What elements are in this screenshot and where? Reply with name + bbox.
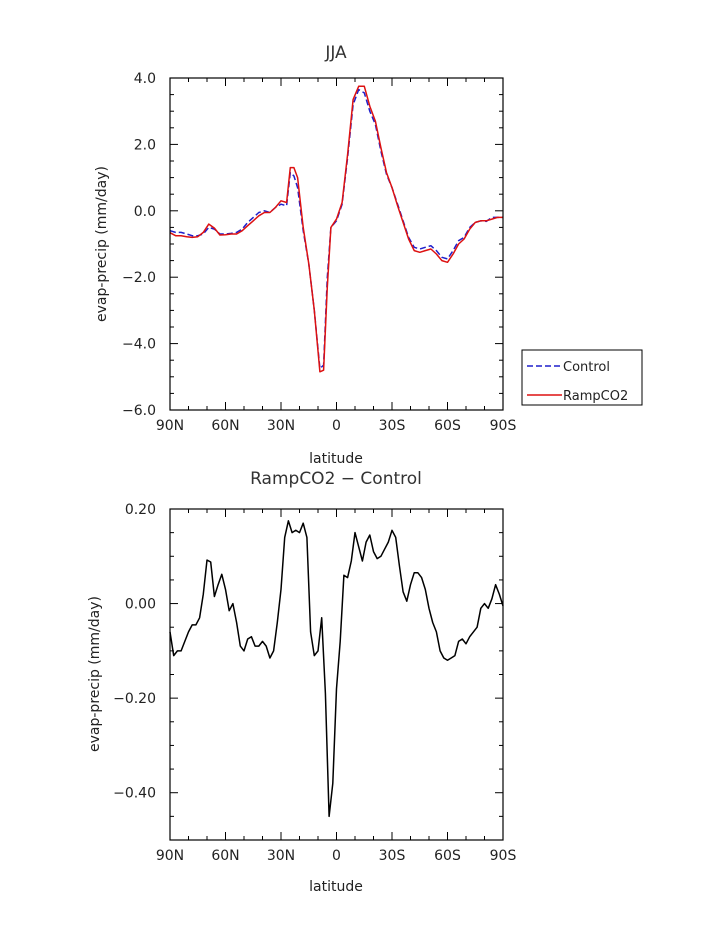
x-tick-label: 0 xyxy=(332,418,341,434)
bottom-chart-frame xyxy=(169,508,504,841)
bottom-chart: RampCO2 − Control 90N 60N 30N 0 30S 60S 90S 0.2… xyxy=(87,469,516,895)
difference-line xyxy=(169,520,504,818)
y-tick-label: 0.20 xyxy=(125,502,156,518)
x-tick-label: 60S xyxy=(434,848,461,864)
y-tick-label: 2.0 xyxy=(134,137,156,153)
x-tick-label: 30S xyxy=(379,418,406,434)
x-axis-label: latitude xyxy=(309,879,363,895)
legend: Control RampCO2 xyxy=(521,349,643,406)
top-chart-series xyxy=(169,85,503,373)
x-tick-label: 60N xyxy=(211,848,239,864)
x-tick-label: 90N xyxy=(156,418,184,434)
y-tick-label: 4.0 xyxy=(134,71,156,87)
bottom-chart-ticks: 90N 60N 30N 0 30S 60S 90S 0.20 0.00 −0.20 −0.40 xyxy=(113,502,516,864)
top-chart-ticks: 90N 60N 30N 0 30S 60S 90S 4.0 2.0 0.0 −2.0 −4.0 −6.0 xyxy=(122,71,516,434)
y-tick-label: −2.0 xyxy=(122,270,156,286)
legend-label-rampco2: RampCO2 xyxy=(563,389,628,404)
y-tick-label: −4.0 xyxy=(122,337,156,353)
y-axis-label: evap-precip (mm/day) xyxy=(94,166,110,322)
chart-title: JJA xyxy=(324,43,347,63)
x-tick-label: 30S xyxy=(379,848,406,864)
x-tick-label: 60S xyxy=(434,418,461,434)
y-tick-label: 0.00 xyxy=(125,597,156,613)
y-tick-label: −0.20 xyxy=(113,691,156,707)
top-chart: JJA 90N 60N 30N 0 30S 60S 90S 4.0 2.0 0.0 −2.0 −4.0… xyxy=(94,43,643,467)
chart-title: RampCO2 − Control xyxy=(250,469,422,489)
x-tick-label: 30N xyxy=(267,418,295,434)
y-tick-label: 0.0 xyxy=(134,204,156,220)
x-tick-label: 90S xyxy=(490,848,517,864)
bottom-chart-series xyxy=(169,520,504,818)
y-tick-label: −6.0 xyxy=(122,403,156,419)
x-tick-label: 60N xyxy=(211,418,239,434)
x-axis-label: latitude xyxy=(309,451,363,467)
legend-label-control: Control xyxy=(563,360,610,375)
x-tick-label: 90N xyxy=(156,848,184,864)
x-tick-label: 0 xyxy=(332,848,341,864)
legend-box xyxy=(521,349,643,406)
top-chart-frame xyxy=(169,77,504,411)
y-axis-label: evap-precip (mm/day) xyxy=(87,596,103,752)
x-tick-label: 90S xyxy=(490,418,517,434)
x-tick-label: 30N xyxy=(267,848,295,864)
control-line xyxy=(169,88,503,370)
y-tick-label: −0.40 xyxy=(113,786,156,802)
rampco2-line xyxy=(169,85,503,373)
